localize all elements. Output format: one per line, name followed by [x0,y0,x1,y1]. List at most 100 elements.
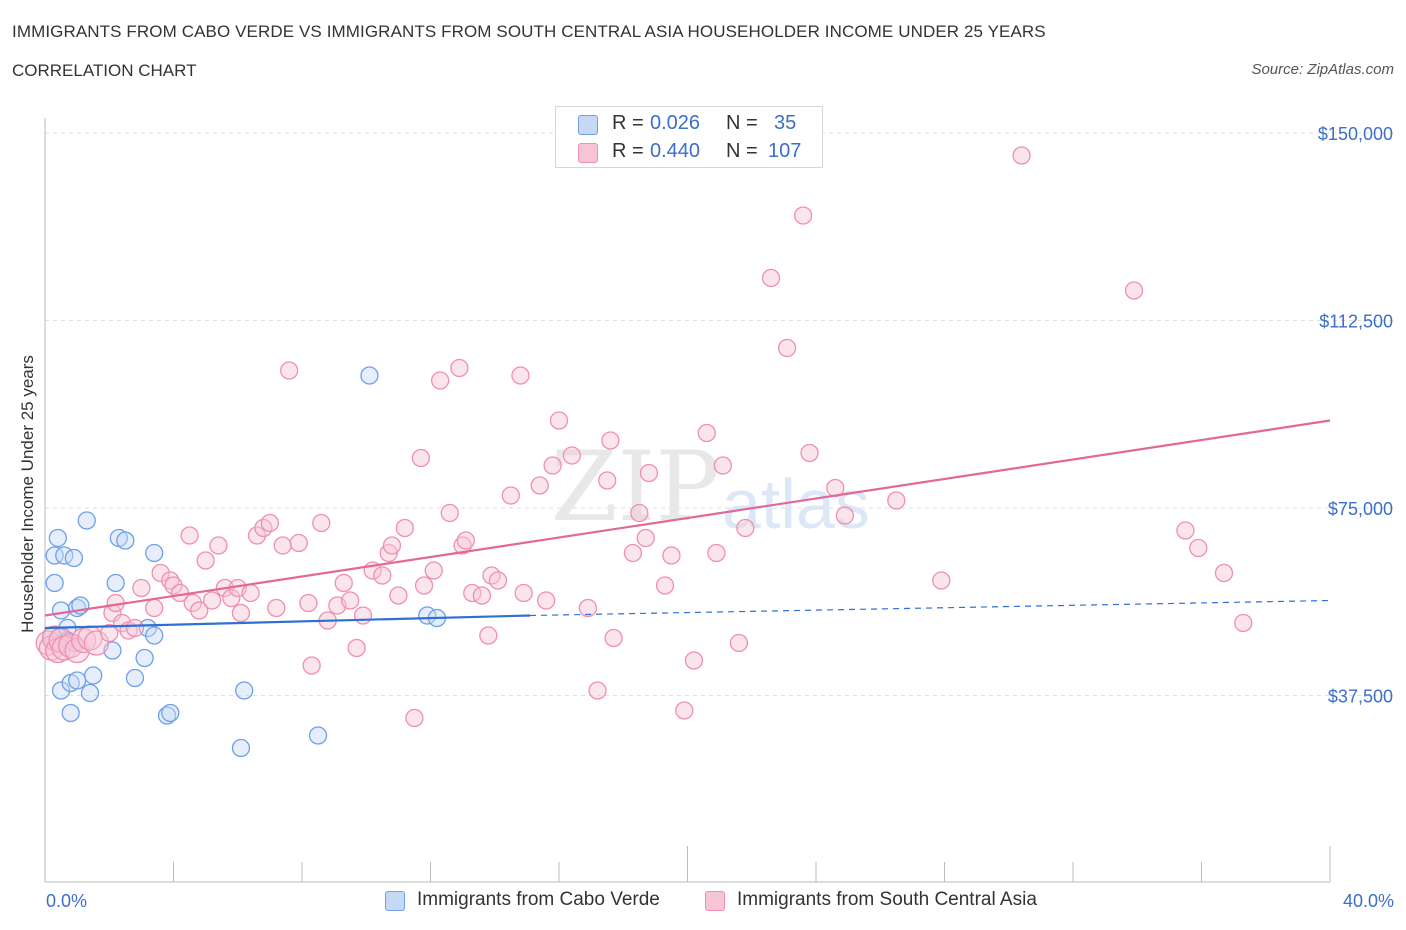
cabo-verde-point [64,548,84,568]
south-central-asia-point [501,486,520,505]
south-central-asia-point [180,526,199,545]
south-central-asia-point [588,681,607,700]
south-central-asia-point [424,561,443,580]
cabo-verde-point [80,683,100,703]
south-central-asia-point [202,591,222,610]
y-axis-label: Householder Income Under 25 years [18,355,37,633]
south-central-asia-point [382,536,402,555]
south-central-asia-point [183,593,202,613]
south-central-asia-point [222,588,241,608]
south-central-asia-point [267,598,286,618]
south-central-asia-point [247,526,267,545]
cabo-verde-point [51,681,71,700]
south-central-asia-point [655,576,675,595]
south-central-asia-point [209,536,228,555]
correlation-legend: R = 0.026 N = 35 R = 0.440 N = 107 [555,106,823,168]
south-central-asia-point [430,371,450,390]
legend-swatch-blue [578,115,598,135]
legend-n-label: N = [726,140,758,162]
south-central-asia-point [511,366,530,385]
south-central-asia-point [707,543,726,563]
south-central-asia-point [601,431,620,450]
south-central-asia-point [604,628,623,648]
y-tick-label: $75,000 [1328,499,1393,519]
south-central-asia-point [598,471,617,490]
south-central-asia-point [241,583,260,603]
cabo-verde-point [157,706,177,725]
cabo-verde-point [308,726,328,745]
watermark-zip: ZIP [551,431,720,543]
south-central-asia-point [488,571,508,590]
south-central-asia-point [151,563,170,583]
trend-lines [44,419,1331,630]
south-central-asia-point [630,503,649,523]
south-central-asia-point [395,518,414,538]
south-central-asia-point [373,566,392,585]
legend-n-value: 35 [774,112,797,134]
south-central-asia-point [479,626,498,645]
south-central-asia-point [279,361,299,380]
y-tick-labels: $37,500 $75,000 $112,500 $150,000 [1318,124,1393,707]
legend-swatch-blue [385,891,405,911]
south-central-asia-point [636,528,655,548]
south-central-asia-point [684,651,704,670]
cabo-verde-point [116,531,135,550]
cabo-verde-trend-extension [530,599,1331,617]
south-central-asia-point [299,593,318,613]
chart-title: IMMIGRANTS FROM CABO VERDE VS IMMIGRANTS… [12,22,1046,41]
cabo-verde-point [67,671,87,690]
south-central-asia-point [450,358,469,378]
cabo-verde-point [138,618,157,638]
south-central-asia-point [411,448,431,468]
cabo-verde-point [77,511,96,530]
cabo-verde-point [145,543,164,563]
south-central-asia-point [537,591,556,610]
south-central-asia-point [260,513,280,533]
south-central-asia-point [440,503,459,523]
cabo-verde-point [235,681,254,700]
legend-swatch-pink [578,143,598,163]
legend-series-name: Immigrants from South Central Asia [737,889,1037,910]
south-central-asia-point [414,576,434,595]
axes [44,118,1331,883]
legend-r-value: 0.026 [650,112,701,134]
cabo-verde-point [145,626,164,645]
south-central-asia-point [1189,538,1208,558]
south-central-asia-point [125,618,145,638]
south-central-asia-point [132,578,151,598]
south-central-asia-point [543,456,562,475]
south-central-asia-point [1234,613,1253,633]
watermark-atlas: atlas [722,465,870,543]
south-central-asia-point [347,638,366,658]
south-central-asia-point [341,591,360,610]
south-central-asia-point [472,586,492,605]
cabo-verde-point [161,703,180,723]
south-central-asia-point [562,446,581,465]
south-central-asia-point [549,411,569,430]
south-central-asia-point [639,463,659,483]
cabo-verde-point [45,573,64,593]
cabo-verde-point [51,601,71,620]
x-tick-label-max: 40.0% [1342,891,1394,911]
south-central-asia-point [530,476,549,495]
south-central-asia-point [697,423,716,443]
south-central-asia-point [289,533,308,553]
south-central-asia-point [161,571,180,590]
y-tick-label: $112,500 [1319,312,1393,332]
south-central-asia-point [623,543,643,563]
legend-swatch-pink [705,891,725,911]
south-central-asia-point [794,206,813,225]
south-central-asia-point [353,606,373,625]
south-central-asia-point [456,531,475,550]
x-tick-label-min: 0.0% [46,891,88,911]
south-central-asia-point [302,656,321,675]
south-central-asia-trend-line [44,419,1331,617]
south-central-asia-point [578,598,598,618]
south-central-asia-point [729,633,749,653]
y-tick-label: $150,000 [1318,124,1393,144]
legend-r-label: R = [612,140,644,162]
south-central-asia-point [887,491,906,510]
south-central-asia-point [405,708,424,728]
south-central-asia-point [1214,563,1234,583]
